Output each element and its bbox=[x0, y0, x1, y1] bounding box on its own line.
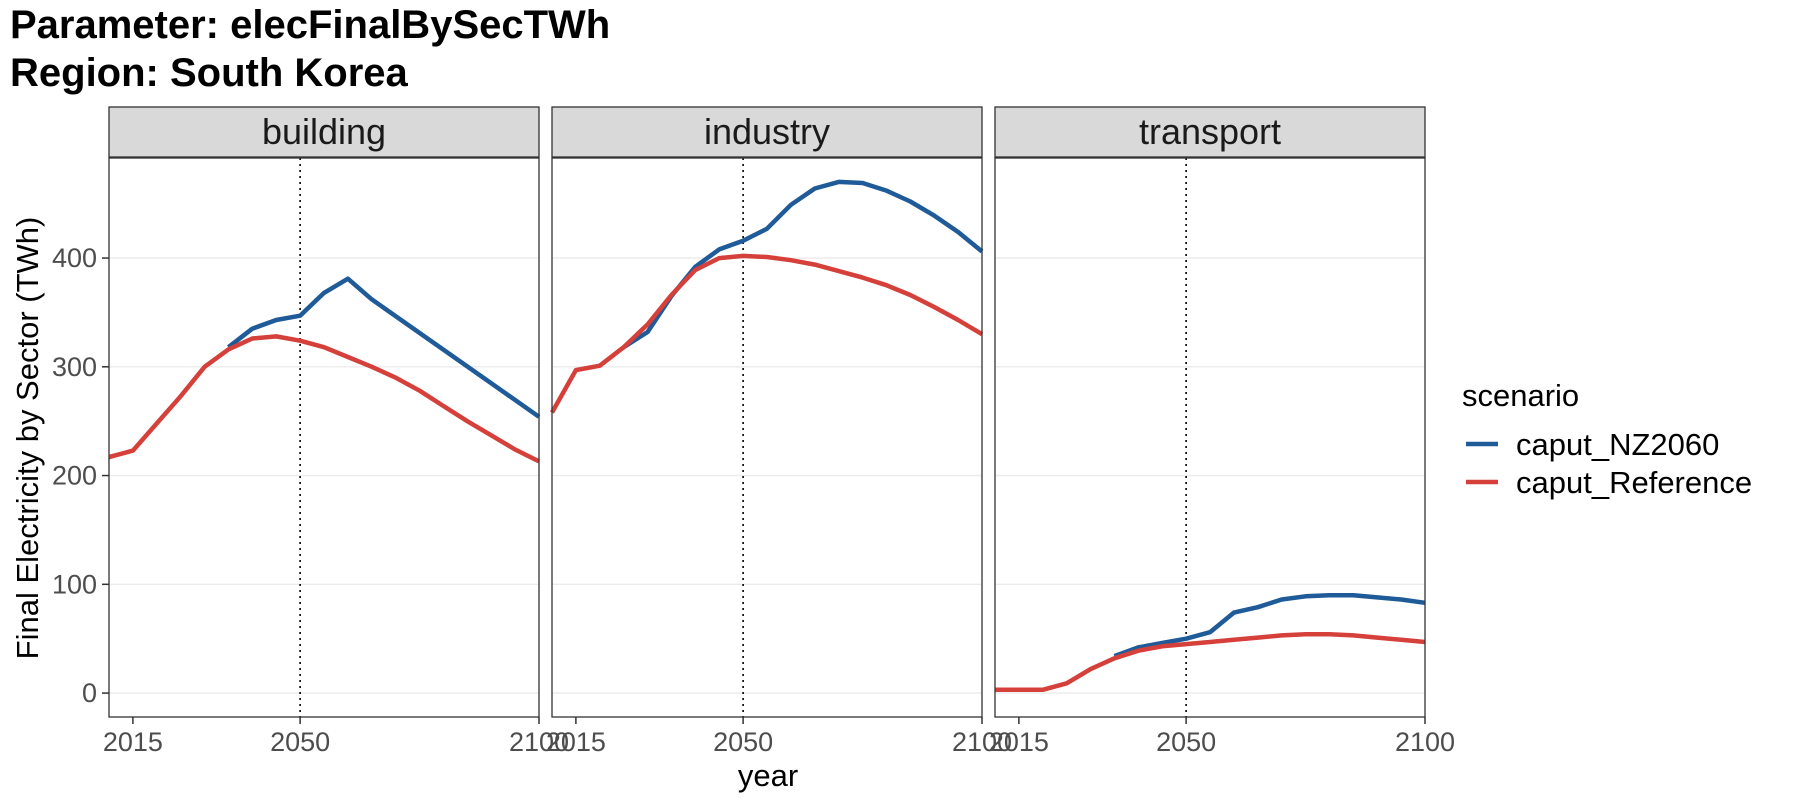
x-tick-label: 2100 bbox=[952, 727, 1012, 757]
facet-panel-building: building 2015 2050 2100 bbox=[103, 106, 569, 757]
series-line-caput_Reference bbox=[108, 334, 541, 464]
x-tick-label: 2100 bbox=[1395, 727, 1455, 757]
y-tick-label: 0 bbox=[82, 678, 97, 708]
facet-strip bbox=[551, 106, 983, 158]
x-tick-label: 2100 bbox=[509, 727, 569, 757]
y-axis: 0 100 200 300 400 bbox=[52, 243, 109, 708]
y-axis-title: Final Electricity by Sector (TWh) bbox=[10, 217, 45, 660]
x-tick-label: 2050 bbox=[270, 727, 330, 757]
facet-strip bbox=[994, 106, 1426, 158]
series-line-caput_Reference bbox=[995, 632, 1426, 693]
x-tick-label: 2050 bbox=[1156, 727, 1216, 757]
x-tick-label: 2015 bbox=[103, 727, 163, 757]
facet-strip-label: transport bbox=[1139, 111, 1281, 152]
x-tick-label: 2015 bbox=[546, 727, 606, 757]
x-tick-label: 2050 bbox=[713, 727, 773, 757]
legend-label-caput_Reference: caput_Reference bbox=[1516, 465, 1752, 500]
panel-border bbox=[994, 157, 1426, 718]
panel-background bbox=[995, 158, 1425, 717]
legend-title: scenario bbox=[1462, 378, 1579, 413]
chart-title-line1: Parameter: elecFinalBySecTWh bbox=[10, 3, 610, 47]
panel-border bbox=[108, 157, 540, 718]
y-tick-label: 400 bbox=[52, 243, 97, 273]
facet-panel-industry: industry 2015 2050 2100 bbox=[546, 106, 1012, 757]
series-line-caput_NZ2060 bbox=[227, 276, 541, 419]
series-line-caput_Reference bbox=[550, 253, 984, 414]
series-line-caput_NZ2060 bbox=[1113, 592, 1426, 659]
y-tick-label: 300 bbox=[52, 352, 97, 382]
y-tick-label: 100 bbox=[52, 569, 97, 599]
facet-strip bbox=[108, 106, 540, 158]
panel-background bbox=[552, 158, 982, 717]
x-tick-label: 2015 bbox=[989, 727, 1049, 757]
facet-panel-transport: transport 2015 2050 2100 bbox=[989, 106, 1455, 757]
facet-panels: building 2015 2050 2100 industry 2015 2050 2100… bbox=[103, 106, 1455, 757]
y-tick-label: 200 bbox=[52, 461, 97, 491]
panel-border bbox=[551, 157, 983, 718]
chart-title-line2: Region: South Korea bbox=[10, 51, 409, 95]
panel-background bbox=[109, 158, 539, 717]
x-axis-title: year bbox=[738, 758, 798, 793]
facet-strip-label: industry bbox=[704, 111, 830, 152]
facet-strip-label: building bbox=[262, 111, 386, 152]
legend-label-caput_NZ2060: caput_NZ2060 bbox=[1516, 427, 1719, 462]
